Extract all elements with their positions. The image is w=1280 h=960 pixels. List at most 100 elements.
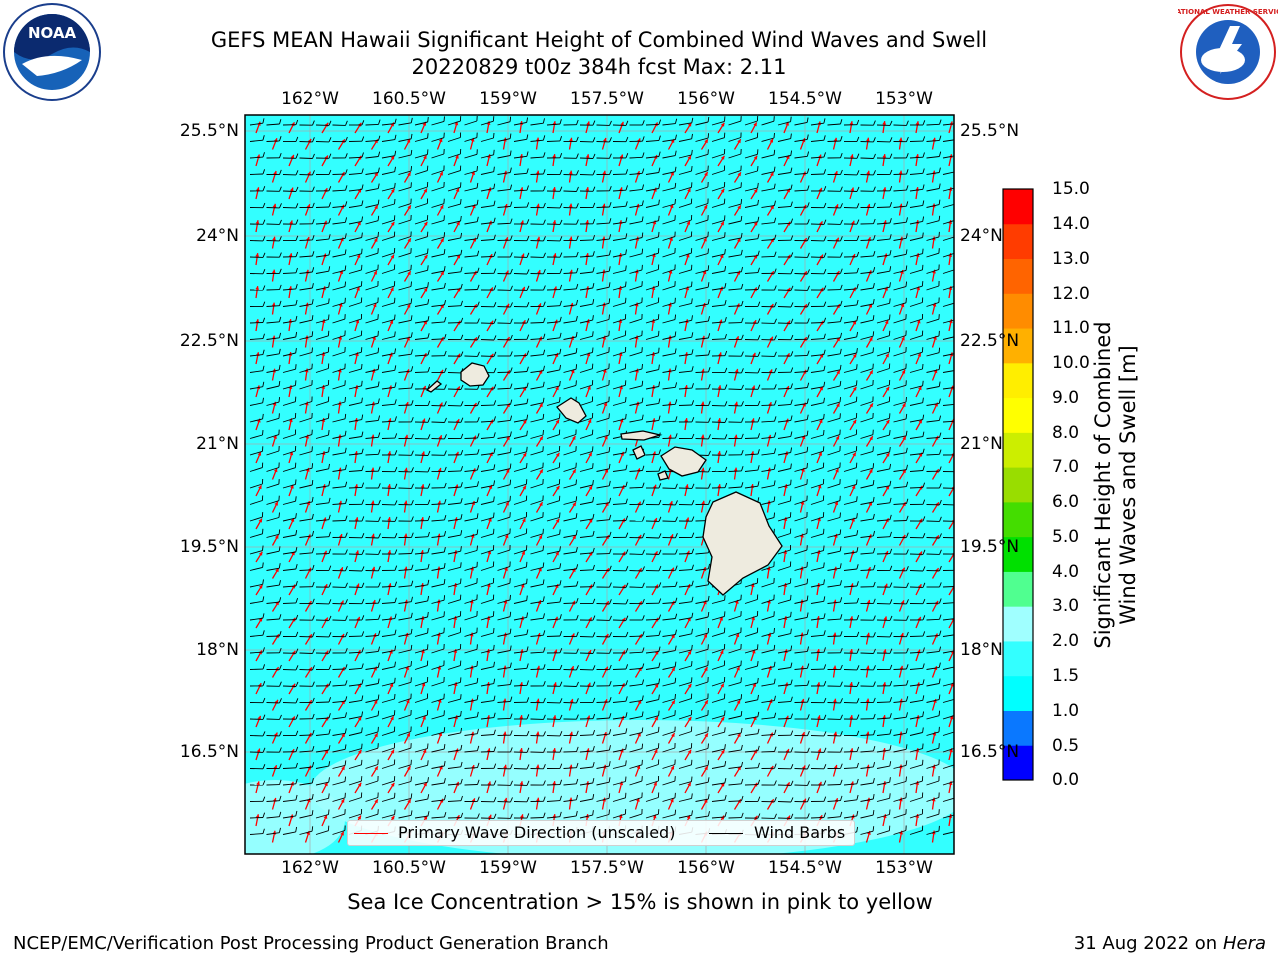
wave-arrow <box>750 221 758 233</box>
wind-barb <box>348 533 365 539</box>
wind-barb <box>629 482 645 489</box>
wind-barb <box>266 811 282 819</box>
wind-barb <box>398 166 413 175</box>
wind-barb <box>266 364 281 373</box>
wind-barb <box>744 318 761 324</box>
wind-barb <box>893 631 909 638</box>
wind-barb <box>926 415 942 423</box>
wave-arrow <box>370 798 379 810</box>
wind-barb <box>266 779 282 786</box>
wind-barb <box>315 648 332 654</box>
wind-barb <box>546 348 562 357</box>
wind-barb <box>546 380 561 390</box>
lat-tick-left: 24°N <box>196 226 239 246</box>
wind-barb <box>876 347 891 357</box>
wind-barb <box>876 153 893 159</box>
wind-barb <box>414 333 430 340</box>
wind-barb <box>315 514 331 522</box>
wind-barb <box>530 219 546 225</box>
wind-barb <box>497 268 513 275</box>
wind-barb <box>398 231 412 241</box>
wave-arrow <box>849 748 854 761</box>
wave-arrow <box>832 435 840 447</box>
wind-barb <box>299 153 315 159</box>
wind-barb <box>563 564 579 571</box>
wind-barb <box>447 710 462 720</box>
wind-barb <box>827 380 842 390</box>
wind-barb <box>299 347 313 357</box>
wind-barb <box>645 330 660 340</box>
wind-barb <box>810 462 825 472</box>
wind-barb <box>249 118 265 126</box>
wave-arrow <box>816 418 823 431</box>
wind-barb <box>662 776 676 786</box>
wind-barb <box>530 317 546 324</box>
wind-barb <box>843 598 860 604</box>
wind-barb <box>678 149 693 159</box>
wind-barb <box>860 826 875 835</box>
wind-barb <box>711 215 726 225</box>
wind-barb <box>728 611 742 621</box>
wave-arrow <box>502 501 510 513</box>
nws-logo-text: NATIONAL WEATHER SERVICE <box>1178 8 1278 16</box>
wind-barb <box>761 234 777 241</box>
wind-barb <box>728 778 744 786</box>
wind-barb <box>282 496 297 505</box>
wind-barb <box>728 433 744 440</box>
lat-tick-right: 18°N <box>960 640 1003 660</box>
wind-barb <box>761 335 777 341</box>
colorbar-tick: 5.0 <box>1052 527 1080 547</box>
wind-barb <box>497 218 513 225</box>
wave-arrow <box>882 682 887 695</box>
wind-barb <box>612 120 629 126</box>
wind-barb <box>926 264 940 274</box>
lon-tick-top: 160.5°W <box>372 89 446 109</box>
wind-barb <box>414 628 429 637</box>
wind-barb <box>612 696 628 703</box>
wind-barb <box>579 632 596 638</box>
wind-barb <box>711 482 728 489</box>
wind-barb <box>926 381 941 390</box>
wave-arrow <box>700 699 709 711</box>
wave-arrow <box>849 452 857 464</box>
wind-barb <box>909 397 924 406</box>
wind-barb <box>381 693 396 703</box>
wind-barb <box>678 117 694 126</box>
wave-direction-legend-label: Primary Wave Direction (unscaled) <box>398 823 676 842</box>
wind-barb <box>695 499 711 505</box>
colorbar-segment <box>1003 293 1033 329</box>
wind-barb <box>761 183 776 192</box>
wind-barb <box>365 614 381 621</box>
wind-barb <box>579 299 595 307</box>
wave-arrow <box>700 732 709 744</box>
wind-barb <box>563 446 577 456</box>
wind-barb <box>348 727 363 736</box>
wave-arrow <box>667 798 674 810</box>
wind-barb <box>645 743 660 753</box>
wind-barb <box>414 149 429 159</box>
wind-barb <box>431 482 447 489</box>
wave-arrow <box>519 715 524 728</box>
wind-barb <box>464 149 478 159</box>
wind-barb <box>777 201 793 208</box>
wind-barb <box>266 397 281 406</box>
colorbar-segment <box>1003 189 1033 225</box>
wind-barb <box>348 248 363 258</box>
wind-barb <box>827 169 843 176</box>
wind-barb <box>249 512 264 522</box>
wave-arrow <box>733 732 742 744</box>
wave-arrow <box>684 782 692 794</box>
wind-barb <box>876 463 892 472</box>
wind-barb <box>876 396 891 406</box>
wind-barb <box>398 693 412 703</box>
island-kahoolawe <box>657 470 669 481</box>
wave-arrow <box>552 220 557 233</box>
wind-barb <box>431 450 447 456</box>
wind-barb <box>579 283 595 291</box>
wind-barb <box>794 117 809 126</box>
wind-barb <box>282 348 297 357</box>
wind-barb <box>810 219 827 225</box>
wind-barb <box>612 532 629 538</box>
wind-barb <box>315 615 332 621</box>
wind-barb <box>893 464 908 472</box>
